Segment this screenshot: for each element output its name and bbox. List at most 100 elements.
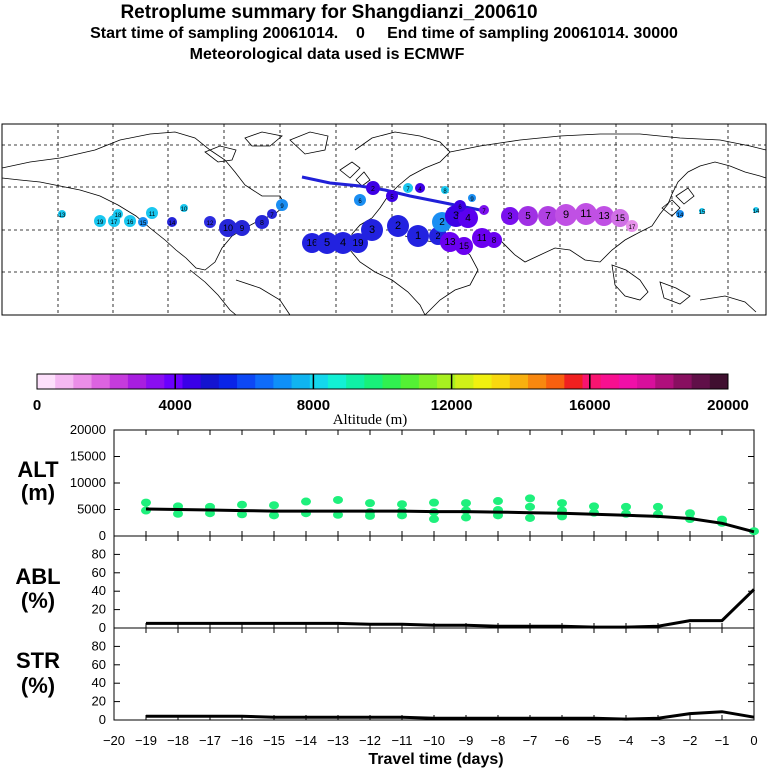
plume-point-label: 13 <box>598 211 610 222</box>
plume-point <box>219 219 237 237</box>
plume-point-label: 4 <box>340 237 346 249</box>
sampling-times: Start time of sampling 20061014. 0 End t… <box>90 25 678 42</box>
plume-point-label: 18 <box>115 213 122 219</box>
plume-point-label: 7 <box>545 211 551 222</box>
plume-point <box>458 208 478 228</box>
plume-point <box>455 237 473 255</box>
plume-point <box>234 220 250 236</box>
plume-point-label: 8 <box>443 189 447 195</box>
plume-point <box>468 194 476 202</box>
plume-point <box>626 220 638 232</box>
plume-point-label: 14 <box>169 221 176 227</box>
plume-point <box>386 190 398 202</box>
plume-point <box>441 186 449 194</box>
plume-point-label: 16 <box>306 238 318 249</box>
plume-point <box>332 232 354 254</box>
plume-point-label: 9 <box>563 209 569 221</box>
plume-point-label: 3 <box>507 211 512 221</box>
plume-point <box>387 215 409 237</box>
plume-point-label: 3 <box>453 210 459 222</box>
plume-point <box>366 181 380 195</box>
plume-point <box>611 209 629 227</box>
plume-point <box>316 232 338 254</box>
plume-point-label: 11 <box>580 208 591 220</box>
plume-point <box>699 208 705 214</box>
plume-point <box>302 233 322 253</box>
plume-point-label: 19 <box>352 238 364 249</box>
plume-point <box>575 203 597 225</box>
plume-point-label: 15 <box>699 210 706 216</box>
plume-point-label: 17 <box>111 220 118 226</box>
plume-point <box>403 183 413 193</box>
plume-point <box>58 210 66 218</box>
plume-point-label: 13 <box>59 213 66 219</box>
plume-point-label: 17 <box>629 225 636 231</box>
plume-point <box>361 219 383 241</box>
plume-point <box>479 205 489 215</box>
plume-point-label: 6 <box>358 199 362 205</box>
plume-point <box>146 207 158 219</box>
plume-point <box>167 217 177 227</box>
plume-point <box>753 207 759 213</box>
plume-point <box>354 194 366 206</box>
plume-point <box>180 204 188 212</box>
plume-point-label: 11 <box>149 212 156 218</box>
plume-point-label: 5 <box>525 211 531 222</box>
plume-point <box>518 206 538 226</box>
plume-point <box>138 217 148 227</box>
plume-point-label: 12 <box>207 221 214 227</box>
plume-point-label: 7 <box>482 209 486 215</box>
plume-point-label: 5 <box>390 195 394 201</box>
plume-point-label: 2 <box>435 231 440 241</box>
plume-point <box>440 232 460 252</box>
plume-point-label: 7 <box>406 187 410 193</box>
plume-point-label: 11 <box>477 233 488 244</box>
plume-point-label: 9 <box>280 204 284 210</box>
plume-point-label: 14 <box>677 213 684 219</box>
plume-point <box>415 183 425 193</box>
plume-point-label: 1 <box>415 230 421 242</box>
chart-title: Retroplume summary for Shangdianzi_20061… <box>120 2 538 23</box>
plume-point <box>204 216 216 228</box>
plume-point-label: 15 <box>140 221 147 227</box>
plume-point <box>407 225 429 247</box>
map-graticule <box>2 124 766 315</box>
plume-point <box>555 204 577 226</box>
plume-point-label: 3 <box>369 224 375 236</box>
plume-point <box>676 210 684 218</box>
plume-point <box>276 199 288 211</box>
plume-point-label: 9 <box>240 224 245 233</box>
plume-point <box>501 207 519 225</box>
plume-point <box>594 206 614 226</box>
plume-point-label: 2 <box>439 217 445 228</box>
plume-point-label: 14 <box>753 209 760 215</box>
plume-point <box>538 206 558 226</box>
plume-point-label: 15 <box>615 213 625 223</box>
met-data-note: Meteorological data used is ECMWF <box>189 46 465 63</box>
trajectory-centroid-line <box>301 175 481 212</box>
plume-point <box>267 209 277 219</box>
plume-point <box>255 215 269 229</box>
plume-point-label: 10 <box>223 223 233 233</box>
plume-point <box>94 215 106 227</box>
plume-point-label: 2 <box>371 186 375 193</box>
plume-point <box>454 200 466 212</box>
plume-point <box>348 233 368 253</box>
plume-point-label: 5 <box>324 237 330 249</box>
plume-point-label: 2 <box>395 220 401 232</box>
plume-point <box>486 232 502 248</box>
plume-point-label: 8 <box>492 236 497 245</box>
plume-point-label: 13 <box>444 237 456 248</box>
plume-point-label: 15 <box>459 241 469 251</box>
plume-point-label: 4 <box>418 187 422 193</box>
plume-point-label: 9 <box>470 197 474 203</box>
plume-point-label: 7 <box>270 213 274 219</box>
plume-point-label: 19 <box>97 220 104 226</box>
plume-point-label: 6 <box>458 205 462 211</box>
coastlines <box>1 131 767 316</box>
plume-point-label: 16 <box>127 220 134 226</box>
plume-point-label: 4 <box>465 213 471 224</box>
plume-point-label: 10 <box>181 207 188 213</box>
